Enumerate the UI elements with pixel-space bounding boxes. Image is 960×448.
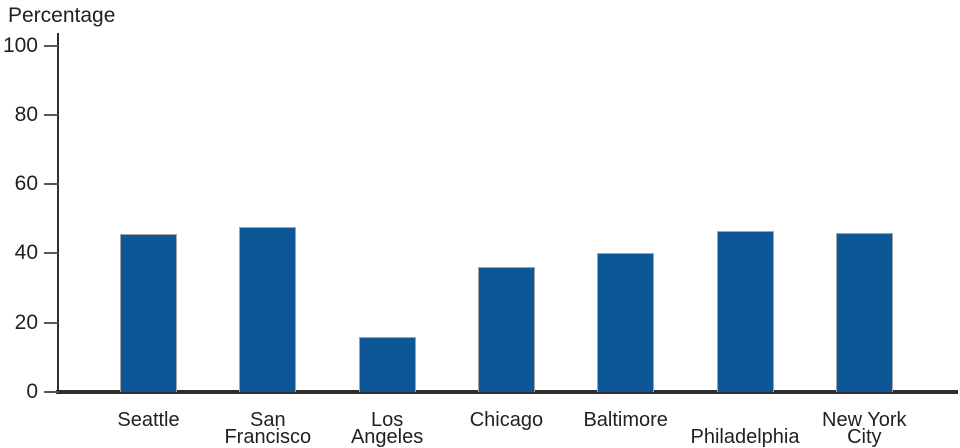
x-label-philadelphia: Philadelphia — [680, 426, 810, 448]
bar-san-francisco — [239, 227, 297, 392]
bar-philadelphia — [716, 230, 774, 392]
y-tick-mark-0 — [44, 391, 58, 393]
y-tick-mark-20 — [44, 321, 58, 324]
x-label-line: New York — [822, 409, 907, 431]
x-label-line: Francisco — [224, 426, 312, 448]
x-label-line: Philadelphia — [690, 426, 800, 448]
y-axis-title: Percentage — [8, 4, 116, 27]
bar-seattle — [120, 234, 177, 392]
x-axis-line — [56, 390, 958, 394]
x-label-baltimore: Baltimore — [561, 409, 691, 431]
y-tick-label-0: 0 — [26, 380, 38, 403]
y-tick-mark-60 — [44, 183, 58, 186]
x-label-line: Los — [370, 409, 404, 431]
bar-new-york-city — [835, 232, 893, 392]
x-label-new-york-city: New York City — [799, 409, 929, 448]
y-tick-label-100: 100 — [2, 33, 38, 57]
y-tick-mark-100 — [44, 44, 58, 47]
x-label-line: City — [847, 426, 882, 448]
bar-los-angeles — [358, 336, 416, 392]
x-label-line: Chicago — [469, 409, 544, 431]
y-tick-label-60: 60 — [14, 172, 38, 196]
y-tick-label-20: 20 — [14, 310, 38, 334]
x-label-seattle: Seattle — [84, 409, 214, 431]
x-label-line: Seattle — [117, 409, 180, 431]
y-tick-label-40: 40 — [14, 241, 38, 265]
bar-chicago — [477, 267, 535, 392]
x-label-los-angeles: Los Angeles — [322, 409, 452, 448]
y-tick-mark-80 — [44, 113, 58, 116]
bar-baltimore — [597, 253, 655, 392]
x-label-line: San — [250, 409, 286, 431]
x-label-chicago: Chicago — [441, 409, 571, 431]
y-tick-label-80: 80 — [14, 102, 38, 126]
x-label-line: Baltimore — [583, 409, 668, 431]
x-label-san-francisco: San Francisco — [203, 409, 333, 448]
y-tick-mark-40 — [44, 252, 58, 255]
x-label-line: Angeles — [350, 426, 424, 448]
y-axis-line — [57, 33, 59, 392]
